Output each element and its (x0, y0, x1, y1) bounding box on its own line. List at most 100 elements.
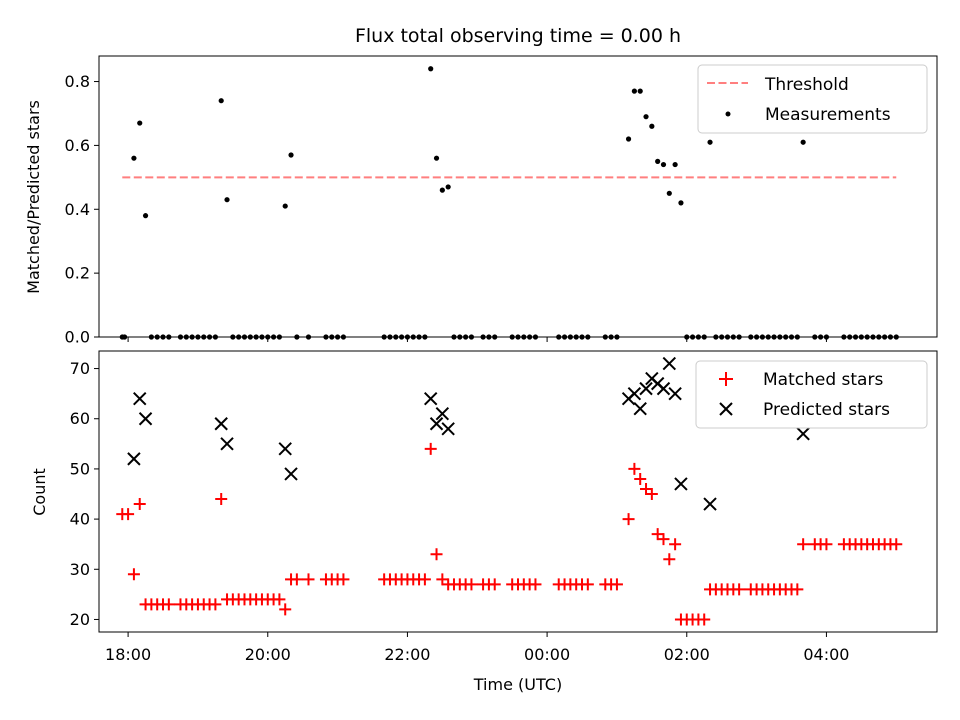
matched-point (651, 528, 664, 541)
count-legend-box (695, 360, 928, 429)
y-tick-label: 0.2 (65, 264, 90, 283)
ratio-y-axis: 0.0 0.2 0.4 0.6 0.8 (65, 72, 99, 347)
matched-point (890, 538, 903, 551)
matched-point (581, 578, 594, 591)
x-axis-label: Time (UTC) (473, 675, 562, 694)
x-tick-label: 02:00 (664, 645, 710, 664)
y-tick-label: 0.8 (65, 72, 90, 91)
matched-point (209, 598, 222, 611)
matched-point (436, 573, 449, 586)
ratio-legend-box (697, 64, 928, 134)
measurement-point (137, 120, 143, 126)
count-panel: 20 30 40 50 60 70 18:00 20:00 22:00 00:00 02:00 04… (30, 350, 938, 694)
predicted-point (214, 417, 228, 431)
predicted-legend-label: Predicted stars (763, 400, 890, 420)
x-tick-label: 04:00 (803, 645, 849, 664)
measurement-point (631, 88, 637, 94)
measurement-point (707, 139, 713, 145)
measurement-point (643, 114, 649, 120)
matched-point (698, 613, 711, 626)
ratio-legend: Threshold Measurements (697, 64, 928, 134)
chart-title: Flux total observing time = 0.00 h (355, 25, 681, 47)
measurement-point (666, 190, 672, 196)
measurement-point (800, 139, 806, 145)
measurement-point (131, 155, 137, 161)
predicted-point (674, 477, 688, 491)
matched-point (669, 538, 682, 551)
matched-point (488, 578, 501, 591)
measurement-point (439, 187, 445, 193)
matched-legend-label: Matched stars (763, 370, 883, 390)
matched-point (529, 578, 542, 591)
predicted-point (220, 437, 234, 451)
predicted-point (138, 412, 153, 426)
measurement-point (142, 213, 149, 219)
ratio-x-axis (127, 337, 827, 342)
predicted-point (429, 417, 444, 431)
count-y-axis: 20 30 40 50 60 70 (70, 359, 99, 629)
matched-point (273, 593, 286, 606)
predicted-legend-swatch (719, 402, 733, 416)
matched-point (634, 472, 647, 485)
predicted-point (127, 452, 141, 466)
predicted-point (441, 422, 455, 436)
threshold-legend-label: Threshold (764, 75, 849, 95)
count-plot-frame (98, 350, 938, 633)
y-tick-label: 0.0 (65, 328, 90, 347)
matched-point (162, 598, 175, 611)
matched-point (122, 508, 135, 521)
measurement-point (224, 197, 230, 203)
y-tick-label: 0.6 (65, 136, 90, 155)
matched-point (215, 493, 228, 506)
measurement-point (672, 161, 678, 168)
predicted-point (639, 381, 653, 396)
measurement-point (625, 136, 632, 142)
y-tick-label: 40 (70, 510, 90, 529)
matched-point (640, 482, 653, 495)
matched-point (279, 603, 292, 616)
matched-legend-swatch (719, 372, 733, 386)
y-tick-label: 70 (70, 359, 90, 378)
count-points (116, 356, 903, 626)
predicted-point (278, 442, 292, 456)
measurements-legend-swatch (725, 111, 731, 117)
matched-point (645, 488, 658, 501)
matched-point (337, 573, 350, 586)
y-tick-label: 30 (70, 560, 90, 579)
predicted-point (662, 356, 677, 371)
measurement-point (282, 203, 288, 209)
matched-point (820, 538, 833, 551)
x-tick-label: 00:00 (524, 645, 570, 664)
matched-point (663, 553, 676, 566)
matched-point (791, 583, 804, 596)
matched-point (290, 573, 303, 586)
matched-point (302, 573, 315, 586)
predicted-point (656, 381, 671, 396)
y-tick-label: 0.4 (65, 200, 90, 219)
measurement-point (433, 155, 440, 161)
matched-point (733, 583, 746, 596)
matched-point (610, 578, 623, 591)
measurement-point (288, 152, 294, 158)
y-tick-label: 20 (70, 610, 90, 629)
matched-point (465, 578, 478, 591)
x-tick-label: 20:00 (245, 645, 291, 664)
count-y-label: Count (30, 468, 49, 516)
measurement-point (428, 66, 434, 72)
measurement-point (678, 200, 684, 206)
predicted-point (703, 497, 717, 511)
ratio-y-label: Matched/Predicted stars (24, 100, 43, 294)
count-x-axis: 18:00 20:00 22:00 00:00 02:00 04:00 (105, 632, 849, 664)
matched-point (127, 568, 140, 581)
y-tick-label: 50 (70, 459, 90, 478)
measurement-point (218, 98, 224, 104)
predicted-point (633, 401, 647, 416)
ratio-panel: 0.00.20.40.60.8 Matched/Predicted stars … (24, 55, 938, 347)
matched-point (622, 513, 635, 526)
matched-point (797, 538, 810, 551)
x-tick-label: 22:00 (384, 645, 430, 664)
measurement-point (637, 88, 643, 94)
matched-point (133, 498, 146, 511)
x-tick-label: 18:00 (105, 645, 151, 664)
